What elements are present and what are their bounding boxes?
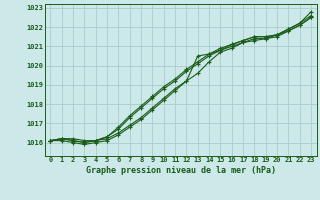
X-axis label: Graphe pression niveau de la mer (hPa): Graphe pression niveau de la mer (hPa) — [86, 166, 276, 175]
